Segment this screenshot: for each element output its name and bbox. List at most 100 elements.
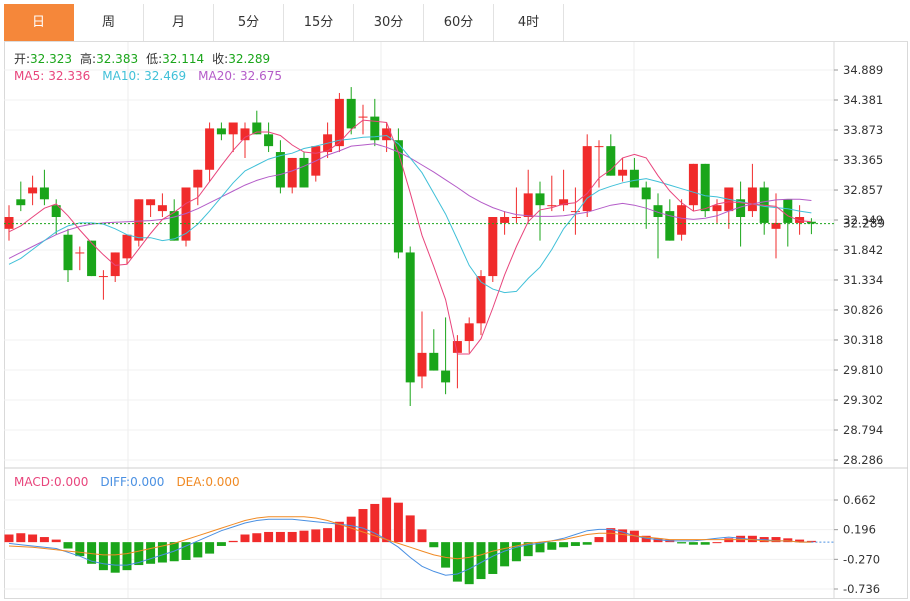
macd-bar <box>311 529 321 543</box>
macd-bar <box>582 542 592 545</box>
candle-body <box>169 211 179 241</box>
candle-body <box>688 163 698 206</box>
macd-bar <box>75 542 85 557</box>
tab-30min[interactable]: 30分 <box>354 4 424 41</box>
macd-bar <box>476 542 486 580</box>
ohlc-legend: 开:32.323 高:32.383 低:32.114 收:32.289 <box>14 51 270 66</box>
candle-body <box>700 163 710 212</box>
ma5-label: MA5: <box>14 69 44 83</box>
macd-bar <box>51 539 61 543</box>
candle-body <box>287 157 297 188</box>
macd-bar <box>216 542 226 546</box>
tab-month[interactable]: 月 <box>144 4 214 41</box>
macd-bar <box>417 529 427 543</box>
tab-4hour[interactable]: 4时 <box>494 4 564 41</box>
macd-bar <box>146 542 156 564</box>
candle-body <box>570 211 580 213</box>
candle-body <box>547 205 557 207</box>
macd-bar <box>771 537 781 543</box>
ma10-line <box>8 134 812 294</box>
candle-body <box>452 341 462 353</box>
macd-bar <box>535 542 545 553</box>
candle-body <box>747 187 757 212</box>
price-tick-label-9: 30.318 <box>843 333 883 347</box>
macd-tick-label-3: -0.736 <box>843 582 880 596</box>
macd-bar <box>393 502 403 543</box>
macd-bar <box>488 542 498 574</box>
candle-body <box>511 217 521 219</box>
candle-body <box>476 276 486 324</box>
candle-body <box>629 169 639 188</box>
candle-body <box>334 98 344 147</box>
price-tick-label-10: 29.810 <box>843 363 883 377</box>
ma10-label: MA10: <box>102 69 140 83</box>
tab-15min[interactable]: 15分 <box>284 4 354 41</box>
price-axis: 34.889 34.381 33.873 33.365 32.857 32.349 31.8… <box>834 63 883 467</box>
close-value: 32.289 <box>228 52 270 66</box>
ma-lines <box>8 119 812 355</box>
candle-body <box>28 187 38 194</box>
tab-5min[interactable]: 5分 <box>214 4 284 41</box>
macd-bar <box>795 539 805 543</box>
macd-bar <box>653 538 663 543</box>
ma5-line <box>8 119 812 355</box>
price-tick-label-13: 28.286 <box>843 453 883 467</box>
candle-body <box>736 199 746 218</box>
ma-legend: MA5: 32.336 MA10: 32.469 MA20: 32.675 <box>14 69 282 83</box>
macd-bar <box>287 531 297 543</box>
macd-legend: MACD:0.000 DIFF:0.000 DEA:0.000 <box>14 475 240 489</box>
macd-bar <box>629 530 639 543</box>
macd-bar <box>346 516 356 543</box>
candle-body <box>122 234 132 259</box>
macd-bar <box>700 542 710 545</box>
candle-body <box>464 323 474 342</box>
macd-bar <box>429 542 439 548</box>
candle-body <box>665 211 675 241</box>
candle-body <box>275 152 285 188</box>
high-value: 32.383 <box>96 52 138 66</box>
candle-body <box>606 146 616 176</box>
macd-bar <box>252 533 262 543</box>
candle-body <box>771 222 781 229</box>
candle-body <box>146 199 156 206</box>
candle-body <box>382 128 392 141</box>
candle-body <box>488 217 498 277</box>
macd-bar <box>4 534 14 543</box>
price-tick-label-2: 33.873 <box>843 123 883 137</box>
ma20-label: MA20: <box>198 69 236 83</box>
candle-body <box>393 140 403 253</box>
price-tick-label-8: 30.826 <box>843 303 883 317</box>
candle-body <box>110 252 120 277</box>
macd-histogram <box>4 497 816 585</box>
macd-tick-label-2: -0.270 <box>843 552 880 566</box>
macd-bar <box>240 534 250 543</box>
macd-bar <box>16 533 26 543</box>
macd-bar <box>641 535 651 543</box>
candle-body <box>252 122 262 135</box>
candle-body <box>370 116 380 141</box>
macd-bar <box>370 503 380 543</box>
macd-bar <box>264 531 274 543</box>
candle-body <box>205 128 215 170</box>
period-tabs: 日 周 月 5分 15分 30分 60分 4时 <box>4 4 908 42</box>
price-tick-label-5: 32.349 <box>843 213 883 227</box>
candle-body <box>441 370 451 383</box>
candle-body <box>405 252 415 383</box>
macd-bar <box>134 542 144 566</box>
macd-bar <box>28 534 38 543</box>
macd-bar <box>618 529 628 543</box>
candle-body <box>39 187 49 200</box>
macd-bar <box>334 521 344 543</box>
candle-body <box>157 205 167 212</box>
tab-60min[interactable]: 60分 <box>424 4 494 41</box>
price-tick-label-4: 32.857 <box>843 183 883 197</box>
macd-bar <box>98 542 108 571</box>
macd-bar <box>275 531 285 543</box>
candle-body <box>618 169 628 176</box>
candle-body <box>806 221 816 224</box>
candle-body <box>228 122 238 135</box>
tab-day[interactable]: 日 <box>4 4 74 41</box>
tab-week[interactable]: 周 <box>74 4 144 41</box>
candle-body <box>594 146 604 148</box>
